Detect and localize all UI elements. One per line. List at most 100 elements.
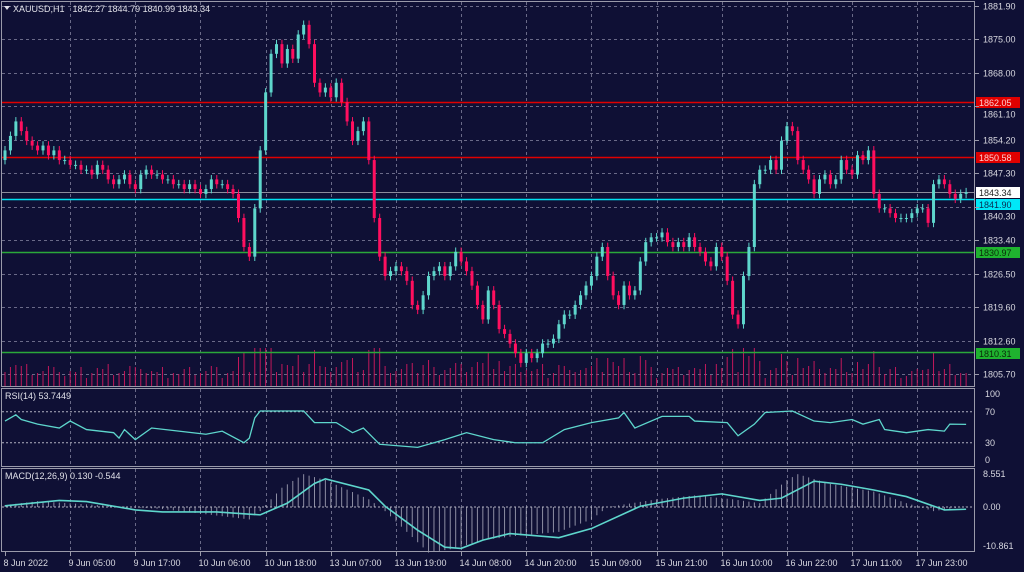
price-level-label: 1841.90 xyxy=(979,200,1012,210)
bear-candle xyxy=(215,179,219,185)
bull-candle xyxy=(14,121,18,136)
macd-title: MACD(12,26,9) 0.130 -0.544 xyxy=(5,471,121,481)
price-level-label: 1862.05 xyxy=(979,98,1012,108)
bull-candle xyxy=(535,353,539,359)
bull-candle xyxy=(421,295,425,310)
candles xyxy=(3,20,968,368)
rsi-title: RSI(14) 53.7449 xyxy=(5,391,71,401)
price-label: 1840.30 xyxy=(983,212,1016,222)
bull-candle xyxy=(959,193,963,199)
time-label: 13 Jun 07:00 xyxy=(330,558,382,568)
bear-candle xyxy=(861,155,865,161)
bull-candle xyxy=(622,285,626,305)
bear-candle xyxy=(774,160,778,170)
bear-candle xyxy=(112,179,116,185)
time-label: 15 Jun 09:00 xyxy=(590,558,642,568)
bull-candle xyxy=(687,237,691,247)
bear-candle xyxy=(465,261,469,272)
bull-candle xyxy=(589,275,593,286)
bear-candle xyxy=(872,150,876,194)
ohlc-values: 1842.27 1844.79 1840.99 1843.34 xyxy=(73,4,211,14)
time-label: 16 Jun 22:00 xyxy=(786,558,838,568)
price-level-label: 1850.58 xyxy=(979,153,1012,163)
bull-candle xyxy=(785,126,789,141)
bear-candle xyxy=(812,179,816,194)
price-level-label: 1843.34 xyxy=(979,188,1012,198)
bull-candle xyxy=(264,92,268,151)
rsi-axis-label: 0 xyxy=(985,455,990,465)
price-label: 1847.30 xyxy=(983,169,1016,179)
time-label: 14 Jun 20:00 xyxy=(525,558,577,568)
bull-candle xyxy=(323,87,327,93)
bull-candle xyxy=(253,208,257,257)
bear-candle xyxy=(133,184,137,190)
time-label: 10 Jun 18:00 xyxy=(265,558,317,568)
bull-candle xyxy=(568,314,572,316)
bear-candle xyxy=(182,184,186,190)
horizontal-levels[interactable]: 1862.05 1850.58 1843.34 1841.90 1830.97 1810.… xyxy=(2,97,1020,359)
time-label: 9 Jun 17:00 xyxy=(134,558,181,568)
bear-candle xyxy=(828,174,832,185)
time-label: 16 Jun 10:00 xyxy=(721,558,773,568)
bear-candle xyxy=(313,44,317,83)
bear-candle xyxy=(68,160,72,165)
grid xyxy=(2,2,974,551)
bull-candle xyxy=(209,179,213,190)
bear-candle xyxy=(90,169,94,175)
rsi-axis-label: 30 xyxy=(985,438,995,448)
bear-candle xyxy=(405,271,409,281)
price-label: 1861.10 xyxy=(983,110,1016,120)
bear-candle xyxy=(329,87,333,98)
bull-candle xyxy=(551,338,555,344)
bear-candle xyxy=(351,121,355,141)
bull-candle xyxy=(139,174,143,190)
bull-candle xyxy=(649,237,653,243)
bull-candle xyxy=(122,174,126,180)
bull-candle xyxy=(432,271,436,276)
bull-candle xyxy=(921,208,925,210)
bull-candle xyxy=(818,179,821,194)
bull-candle xyxy=(74,164,78,166)
bear-candle xyxy=(416,304,420,310)
bull-candle xyxy=(166,179,170,181)
bear-candle xyxy=(693,237,697,247)
bear-candle xyxy=(79,164,83,170)
triangle-down-icon[interactable] xyxy=(4,6,10,10)
macd-signal-line xyxy=(4,477,967,550)
bull-candle xyxy=(834,179,838,185)
bull-candle xyxy=(883,208,887,210)
bull-candle xyxy=(84,169,88,171)
bull-candle xyxy=(660,232,664,238)
bull-candle xyxy=(361,121,365,132)
bear-candle xyxy=(280,44,284,64)
bear-candle xyxy=(703,251,707,262)
bear-candle xyxy=(30,140,34,146)
bull-candle xyxy=(823,174,827,180)
macd-axis-label: 0.00 xyxy=(983,502,1001,512)
bull-candle xyxy=(644,242,648,262)
bear-candle xyxy=(796,131,800,161)
bull-candle xyxy=(676,242,680,247)
price-level-badge xyxy=(976,199,1020,210)
time-label: 17 Jun 23:00 xyxy=(916,558,968,568)
bull-candle xyxy=(747,246,751,276)
price-label: 1826.50 xyxy=(983,270,1016,280)
bear-candle xyxy=(513,343,517,354)
time-label: 10 Jun 06:00 xyxy=(199,558,251,568)
bull-candle xyxy=(633,290,637,296)
bear-candle xyxy=(57,150,61,161)
time-label: 13 Jun 19:00 xyxy=(395,558,447,568)
price-label: 1833.40 xyxy=(983,236,1016,246)
volume-bars xyxy=(4,348,967,386)
bear-candle xyxy=(46,145,50,156)
bear-candle xyxy=(492,290,496,305)
bear-candle xyxy=(383,256,387,276)
price-label: 1875.00 xyxy=(983,35,1016,45)
bull-candle xyxy=(302,24,306,35)
symbol-label: XAUUSD,H1 xyxy=(13,4,65,14)
price-level-label: 1830.97 xyxy=(979,248,1012,258)
bull-candle xyxy=(334,82,338,98)
bear-candle xyxy=(399,266,403,272)
